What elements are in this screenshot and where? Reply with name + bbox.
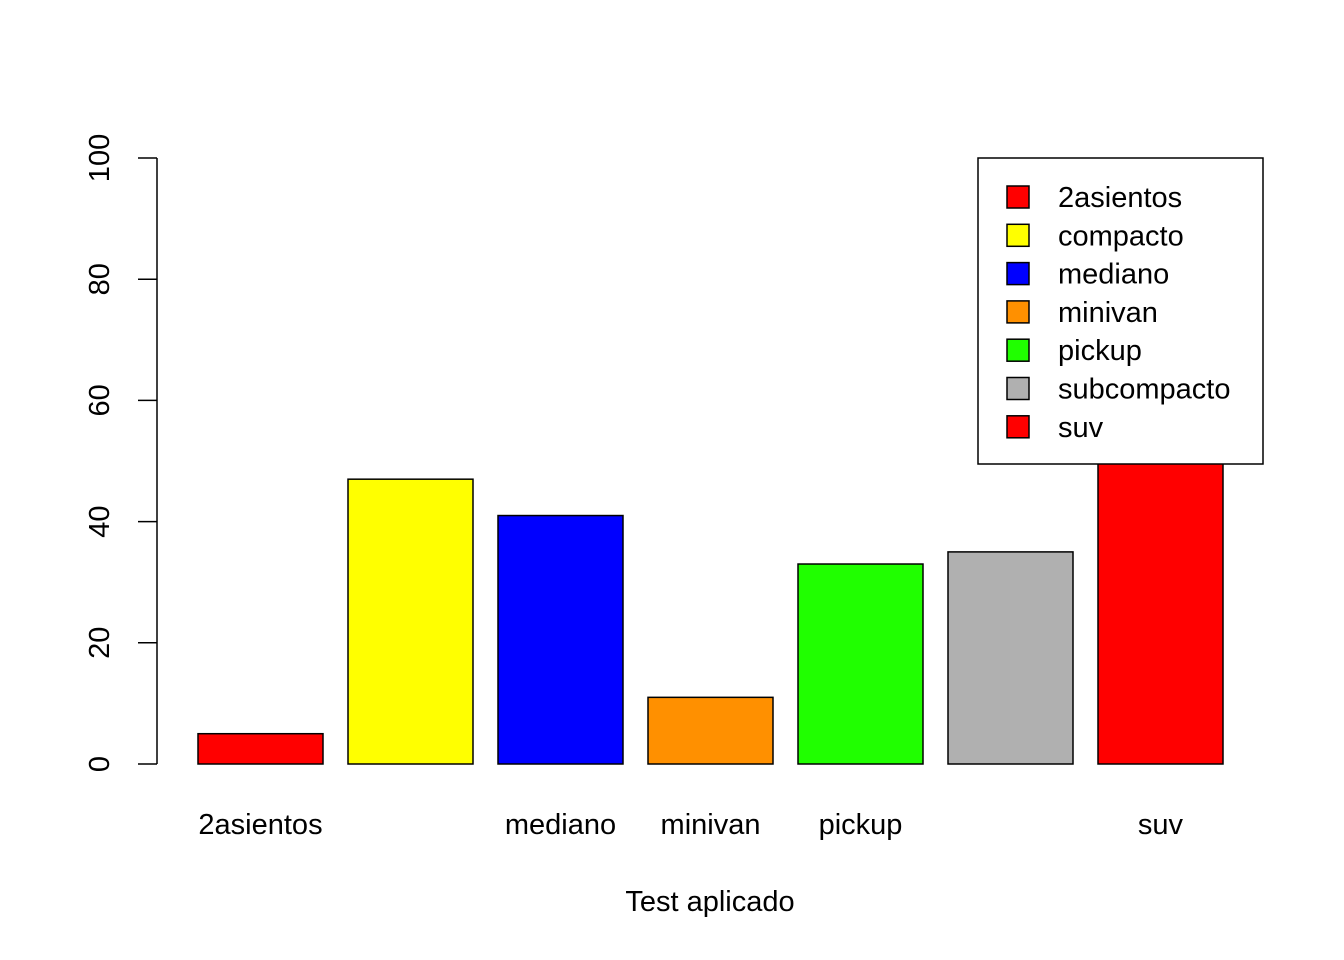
bar-2asientos	[197, 732, 324, 765]
x-tick-labels: 2asientos mediano minivan pickup suv	[198, 809, 1183, 841]
bar-minivan	[647, 696, 774, 765]
x-tick-label: pickup	[819, 809, 903, 841]
bar-mediano	[497, 514, 624, 765]
legend-swatch	[1006, 300, 1030, 324]
legend-swatch	[1006, 223, 1030, 248]
y-tick-label: 60	[84, 384, 116, 416]
legend-swatch	[1006, 415, 1030, 439]
x-tick-label: 2asientos	[198, 809, 322, 841]
x-tick-label: suv	[1138, 809, 1184, 841]
y-tick-label: 80	[84, 263, 116, 295]
x-tick-label: minivan	[661, 809, 761, 841]
legend-label: pickup	[1058, 335, 1142, 367]
y-tick-label: 100	[84, 134, 116, 182]
legend-label: suv	[1058, 412, 1104, 444]
legend-swatch	[1006, 185, 1030, 209]
y-tick-label: 20	[84, 627, 116, 659]
bar-subcompacto	[947, 551, 1074, 765]
legend-label: minivan	[1058, 297, 1158, 329]
bar-pickup	[797, 563, 924, 765]
legend: 2asientos compacto mediano minivan pickup sub…	[977, 157, 1264, 465]
y-tick-label: 40	[84, 505, 116, 537]
legend-swatch	[1006, 338, 1030, 362]
legend-label: mediano	[1058, 259, 1169, 291]
y-axis: 0 20 40 60 80 100	[84, 134, 158, 772]
legend-label: subcompacto	[1058, 374, 1231, 406]
x-tick-label: mediano	[505, 809, 616, 841]
y-tick-label: 0	[84, 756, 116, 772]
legend-swatch	[1006, 376, 1030, 401]
x-axis-label: Test aplicado	[625, 886, 794, 918]
bar-compacto	[347, 478, 474, 765]
legend-label: 2asientos	[1058, 182, 1182, 214]
legend-swatch	[1006, 261, 1030, 286]
legend-entries: 2asientos compacto mediano minivan pickup sub…	[1006, 182, 1231, 444]
legend-label: compacto	[1058, 220, 1184, 252]
